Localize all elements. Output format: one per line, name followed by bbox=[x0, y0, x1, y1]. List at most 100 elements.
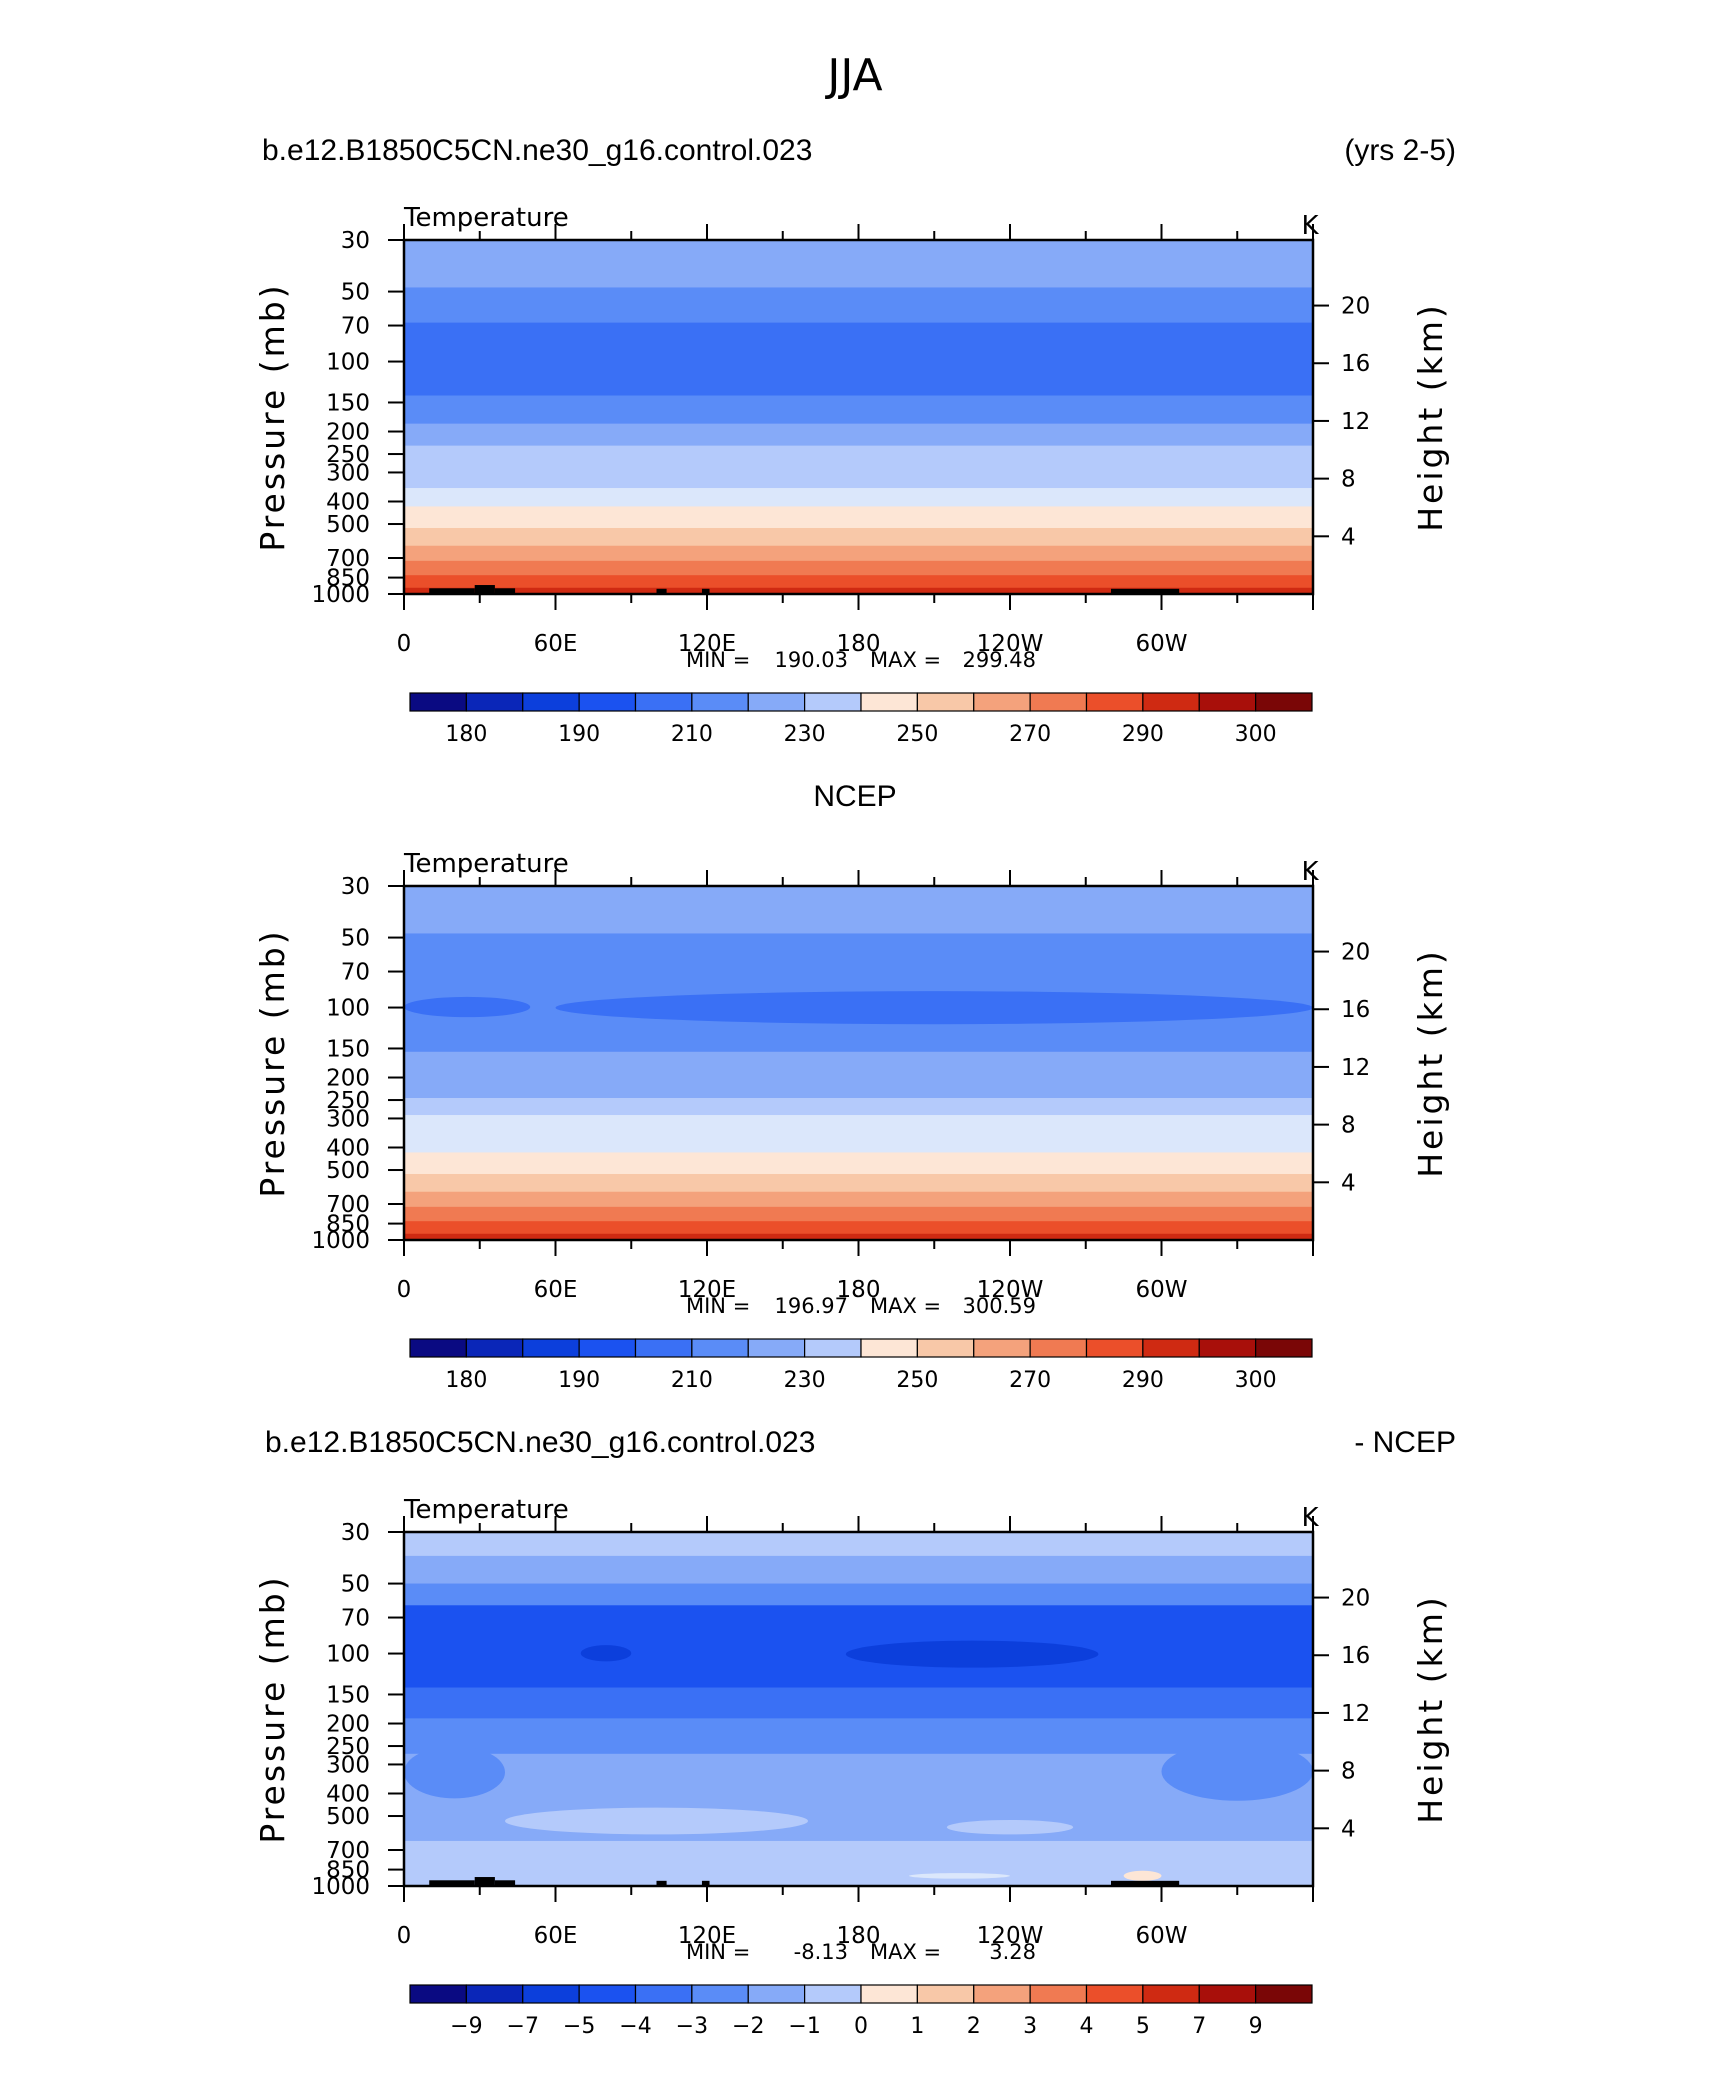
y-tick-label: 150 bbox=[326, 1682, 370, 1708]
colorbar-label: 190 bbox=[558, 722, 600, 747]
topography-mask bbox=[429, 1880, 475, 1886]
panel-title: b.e12.B1850C5CN.ne30_g16.control.023 bbox=[265, 1426, 815, 1459]
y-tick-label: 150 bbox=[326, 390, 370, 416]
y-tick-label: 250 bbox=[326, 1734, 370, 1760]
contour-band bbox=[404, 527, 1313, 547]
y-tick-label: 100 bbox=[326, 1642, 370, 1668]
y-tick-label: 850 bbox=[326, 1212, 370, 1238]
right-axis-title: Height (km) bbox=[1411, 948, 1450, 1178]
colorbar-box bbox=[634, 692, 693, 712]
colorbar-box bbox=[747, 692, 806, 712]
colorbar-label: −3 bbox=[676, 2014, 708, 2039]
colorbar-label: 5 bbox=[1136, 2014, 1150, 2039]
y-tick-label: 400 bbox=[326, 1135, 370, 1161]
contour-feature bbox=[404, 1746, 505, 1799]
contour-band bbox=[404, 395, 1313, 425]
y-axis-title: Pressure (mb) bbox=[253, 928, 292, 1197]
colorbar-box bbox=[1029, 1984, 1088, 2004]
colorbar-box bbox=[1142, 692, 1200, 712]
y-tick-label: 300 bbox=[326, 460, 370, 486]
x-tick-label: 0 bbox=[397, 1923, 412, 1949]
colorbar-label: 9 bbox=[1249, 2014, 1263, 2039]
y-tick-label: 30 bbox=[341, 228, 370, 254]
height-tick-label: 8 bbox=[1341, 467, 1356, 493]
y-tick-label: 500 bbox=[326, 1158, 370, 1184]
colorbar-label: 250 bbox=[896, 722, 938, 747]
x-tick-label: 120W bbox=[977, 1277, 1044, 1303]
colorbar-box bbox=[1255, 1984, 1313, 2004]
panel-title: b.e12.B1850C5CN.ne30_g16.control.023 bbox=[262, 134, 812, 167]
colorbar-box bbox=[691, 692, 749, 712]
contour-band bbox=[404, 1098, 1313, 1116]
contour-feature bbox=[1123, 1870, 1162, 1881]
height-tick-label: 4 bbox=[1341, 524, 1356, 550]
x-tick-label: 120E bbox=[678, 1923, 736, 1949]
colorbar-label: 230 bbox=[784, 722, 826, 747]
colorbar-label: 300 bbox=[1235, 722, 1277, 747]
colorbar-box bbox=[691, 1338, 749, 1358]
stats-min-value: -8.13 bbox=[794, 1940, 848, 1964]
contour-band bbox=[404, 1074, 1313, 1099]
colorbar-box bbox=[409, 1984, 467, 2004]
contour-band bbox=[404, 488, 1313, 508]
topography-mask bbox=[656, 588, 667, 594]
colorbar-box bbox=[634, 1984, 693, 2004]
colorbar-label: 290 bbox=[1122, 1368, 1164, 1393]
colorbar-label: 180 bbox=[445, 722, 487, 747]
colorbar-label: 250 bbox=[896, 1368, 938, 1393]
contour-fill bbox=[404, 886, 1313, 1240]
colorbar-label: 2 bbox=[967, 2014, 981, 2039]
contour-feature bbox=[909, 1873, 1010, 1879]
contour-band bbox=[404, 1840, 1313, 1886]
y-tick-label: 1000 bbox=[311, 1228, 370, 1254]
contour-band bbox=[404, 545, 1313, 562]
contour-band bbox=[404, 1532, 1313, 1557]
contour-band bbox=[404, 1555, 1313, 1585]
height-tick-label: 16 bbox=[1341, 351, 1370, 377]
x-tick-label: 60W bbox=[1135, 631, 1187, 657]
variable-label: Temperature bbox=[403, 849, 569, 879]
contour-band bbox=[404, 240, 1313, 289]
colorbar-box bbox=[1029, 692, 1088, 712]
contour-feature bbox=[1161, 1741, 1313, 1801]
stats-min-label: MIN = bbox=[686, 1940, 750, 1964]
colorbar-label: −2 bbox=[732, 2014, 764, 2039]
colorbar-box bbox=[860, 1984, 918, 2004]
panel-title-right: (yrs 2-5) bbox=[1344, 134, 1456, 167]
colorbar-label: 230 bbox=[784, 1368, 826, 1393]
y-tick-label: 200 bbox=[326, 1712, 370, 1738]
colorbar-box bbox=[860, 692, 918, 712]
topography-mask bbox=[701, 588, 710, 594]
colorbar-box bbox=[1085, 1338, 1144, 1358]
x-tick-label: 180 bbox=[837, 1277, 881, 1303]
topography-mask bbox=[1111, 588, 1180, 594]
y-axis-title: Pressure (mb) bbox=[253, 1574, 292, 1843]
colorbar-box bbox=[578, 1338, 637, 1358]
colorbar-box bbox=[465, 692, 524, 712]
contour-band bbox=[404, 560, 1313, 576]
y-tick-label: 300 bbox=[326, 1752, 370, 1778]
x-tick-label: 0 bbox=[397, 631, 412, 657]
colorbar-box bbox=[1255, 1338, 1313, 1358]
colorbar-box bbox=[1142, 1984, 1200, 2004]
y-tick-label: 400 bbox=[326, 1781, 370, 1807]
y-tick-label: 850 bbox=[326, 1858, 370, 1884]
x-tick-label: 180 bbox=[837, 631, 881, 657]
colorbar-box bbox=[522, 692, 580, 712]
stats-min-value: 196.97 bbox=[775, 1294, 848, 1318]
colorbar-label: −4 bbox=[619, 2014, 651, 2039]
height-tick-label: 12 bbox=[1341, 1701, 1370, 1727]
colorbar-label: 300 bbox=[1235, 1368, 1277, 1393]
y-tick-label: 30 bbox=[341, 874, 370, 900]
colorbar-label: 210 bbox=[671, 722, 713, 747]
colorbar-box bbox=[465, 1984, 524, 2004]
season-title: JJA bbox=[824, 50, 882, 101]
height-tick-label: 4 bbox=[1341, 1170, 1356, 1196]
height-tick-label: 4 bbox=[1341, 1816, 1356, 1842]
topography-mask bbox=[474, 585, 495, 594]
x-tick-label: 60W bbox=[1135, 1923, 1187, 1949]
contour-band bbox=[404, 1191, 1313, 1208]
stats-min-label: MIN = bbox=[686, 648, 750, 672]
y-tick-label: 850 bbox=[326, 566, 370, 592]
contour-band bbox=[404, 322, 1313, 397]
